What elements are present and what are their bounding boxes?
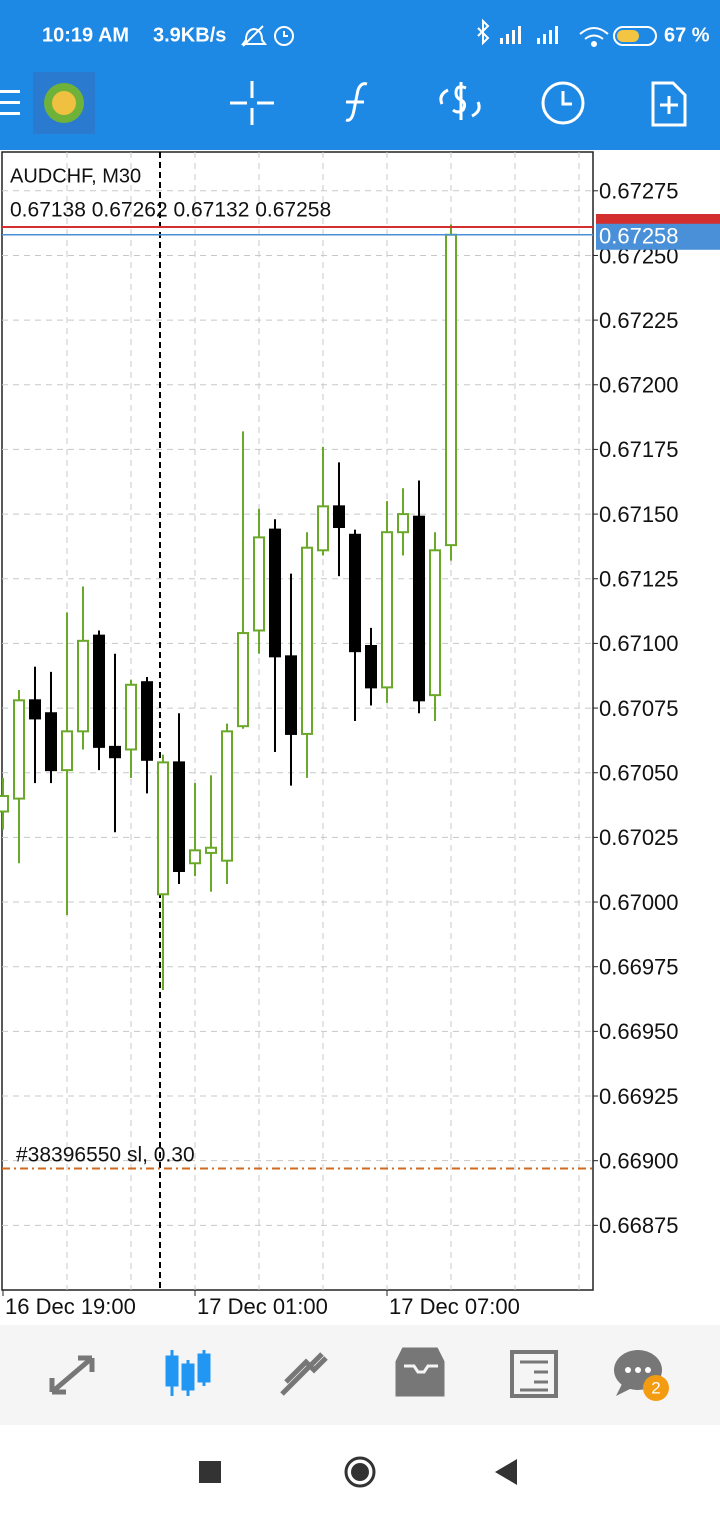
bid-label-box (596, 223, 720, 250)
nav-home[interactable] (344, 1456, 376, 1488)
y-tick-label: 0.66950 (599, 1019, 679, 1044)
status-speed: 3.9KB/s (153, 24, 226, 46)
candle-body (173, 761, 185, 873)
trade-button[interactable] (439, 82, 481, 120)
candle-body (333, 505, 345, 529)
status-icons (241, 18, 657, 47)
y-tick-label: 0.67075 (599, 696, 679, 721)
chat-badge (643, 1375, 669, 1401)
app-logo[interactable] (33, 72, 95, 134)
y-tick-label: 0.67100 (599, 631, 679, 656)
y-tick-label: 0.67200 (599, 373, 679, 398)
candle-body (221, 730, 233, 862)
candle-body (285, 655, 297, 735)
candle-body (269, 528, 281, 658)
x-tick-label: 16 Dec 19:00 (5, 1294, 136, 1319)
bid-label: 0.67258 (599, 224, 679, 249)
candle-body (61, 730, 73, 772)
candle-body (381, 531, 393, 689)
candle-body (317, 505, 329, 552)
nav-back[interactable] (495, 1459, 517, 1485)
candle-body (141, 681, 153, 761)
menu-button[interactable] (0, 90, 20, 115)
new-order-button[interactable] (651, 81, 687, 127)
y-tick-label: 0.67175 (599, 437, 679, 462)
candle-body (301, 546, 313, 735)
y-tick-label: 0.66975 (599, 955, 679, 980)
candle-body (29, 699, 41, 720)
y-tick-label: 0.67000 (599, 890, 679, 915)
y-tick-label: 0.66875 (599, 1213, 679, 1238)
tab-bar (0, 1325, 720, 1425)
crosshair-button[interactable] (230, 81, 274, 125)
period-button[interactable] (541, 81, 585, 125)
status-time: 10:19 AM (42, 24, 129, 46)
chat-badge-count: 2 (651, 1378, 660, 1397)
y-tick-label: 0.67025 (599, 825, 679, 850)
candle-body (109, 745, 121, 759)
chart-plot: 0.672750.672500.672250.672000.671750.671… (0, 151, 720, 1319)
candle-body (413, 515, 425, 702)
nav-recents[interactable] (199, 1461, 221, 1483)
x-tick-label: 17 Dec 07:00 (389, 1294, 520, 1319)
chart-tab[interactable] (165, 1350, 211, 1396)
candle-body (13, 699, 25, 800)
app-header (0, 0, 720, 150)
history-tab[interactable] (395, 1347, 445, 1397)
y-tick-label: 0.67050 (599, 761, 679, 786)
candle-body (237, 632, 249, 728)
nav-home-dot (351, 1463, 369, 1481)
signal-icons (500, 26, 639, 44)
plot-border (1, 151, 594, 1291)
news-tab[interactable] (510, 1350, 558, 1398)
candle-body (93, 634, 105, 748)
candle-body (77, 639, 89, 733)
candle-body (205, 846, 217, 854)
y-tick-label: 0.67125 (599, 567, 679, 592)
candle-body (157, 761, 169, 896)
quotes-tab[interactable] (49, 1355, 95, 1395)
y-tick-label: 0.67225 (599, 308, 679, 333)
y-tick-label: 0.66925 (599, 1084, 679, 1109)
candle-body (349, 533, 361, 653)
trade-tab[interactable] (280, 1352, 328, 1396)
ohlc-info: 0.67138 0.67262 0.67132 0.67258 (10, 199, 331, 222)
candle-body (0, 795, 9, 813)
order-label: #38396550 sl, 0.30 (16, 1144, 195, 1167)
y-tick-label: 0.66900 (599, 1148, 679, 1173)
candle-body (253, 536, 265, 632)
candle-body (397, 513, 409, 534)
candle-body (365, 644, 377, 689)
y-tick-label: 0.67275 (599, 179, 679, 204)
indicators-button[interactable] (345, 82, 368, 122)
y-tick-label: 0.67150 (599, 502, 679, 527)
candle-body (189, 849, 201, 865)
candle-body (429, 549, 441, 697)
chart-title: AUDCHF, M30 (10, 165, 141, 187)
x-tick-label: 17 Dec 01:00 (197, 1294, 328, 1319)
candle-body (445, 233, 457, 547)
status-battery: 67 % (664, 24, 710, 46)
candle-body (125, 683, 137, 751)
candle-body (45, 712, 57, 772)
